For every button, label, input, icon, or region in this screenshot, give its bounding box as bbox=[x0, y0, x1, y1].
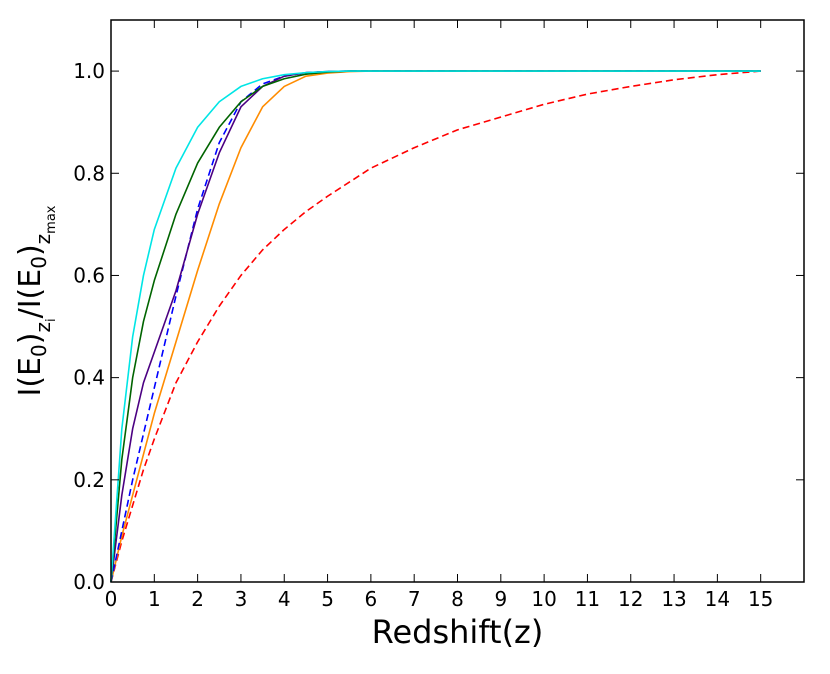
x-tick-label: 0 bbox=[105, 587, 118, 611]
series-line-5 bbox=[110, 70, 761, 583]
x-tick-label: 10 bbox=[531, 587, 556, 611]
x-tick-label: 13 bbox=[661, 587, 686, 611]
x-tick-label: 5 bbox=[321, 587, 334, 611]
y-label-subsubscript: i bbox=[44, 318, 59, 322]
x-tick-label: 4 bbox=[278, 587, 291, 611]
x-tick-label: 11 bbox=[575, 587, 600, 611]
y-label-part: /I(E bbox=[13, 269, 48, 319]
x-tick-label: 1 bbox=[148, 587, 161, 611]
y-label-subscript: z bbox=[31, 234, 55, 245]
y-tick-label: 0.8 bbox=[73, 161, 105, 185]
x-tick-label: 12 bbox=[618, 587, 643, 611]
y-tick-label: 0.6 bbox=[73, 263, 105, 287]
x-tick-label: 15 bbox=[748, 587, 773, 611]
y-tick-label: 0.0 bbox=[73, 570, 105, 594]
y-label-subscript: z bbox=[31, 322, 55, 333]
x-tick-label: 9 bbox=[494, 587, 507, 611]
y-label-subscript: 0 bbox=[27, 256, 51, 269]
y-label-part: ) bbox=[13, 333, 48, 345]
x-axis-ticks: 0 1 2 3 4 5 6 7 8 9 10 11 12 13 14 15 bbox=[105, 20, 773, 611]
series-layer bbox=[110, 70, 761, 583]
plot-area bbox=[111, 20, 804, 582]
y-axis-label: I(E0)zi/I(E0)zmax bbox=[13, 205, 59, 396]
x-tick-label: 8 bbox=[451, 587, 464, 611]
y-axis-ticks: 0.0 0.2 0.4 0.6 0.8 1.0 bbox=[73, 59, 804, 594]
y-label-part: ) bbox=[13, 244, 48, 256]
y-label-subscript: 0 bbox=[27, 344, 51, 357]
x-tick-label: 6 bbox=[365, 587, 378, 611]
x-axis-label: Redshift(z) bbox=[372, 613, 544, 651]
x-tick-label: 2 bbox=[191, 587, 204, 611]
y-tick-label: 1.0 bbox=[73, 59, 105, 83]
y-label-subsubscript: max bbox=[44, 205, 59, 234]
y-tick-label: 0.2 bbox=[73, 468, 105, 492]
y-tick-label: 0.4 bbox=[73, 366, 105, 390]
series-line-0 bbox=[110, 70, 761, 583]
x-tick-label: 7 bbox=[408, 587, 421, 611]
x-tick-label: 3 bbox=[235, 587, 248, 611]
y-label-part: I(E bbox=[13, 357, 48, 397]
x-tick-label: 14 bbox=[705, 587, 730, 611]
